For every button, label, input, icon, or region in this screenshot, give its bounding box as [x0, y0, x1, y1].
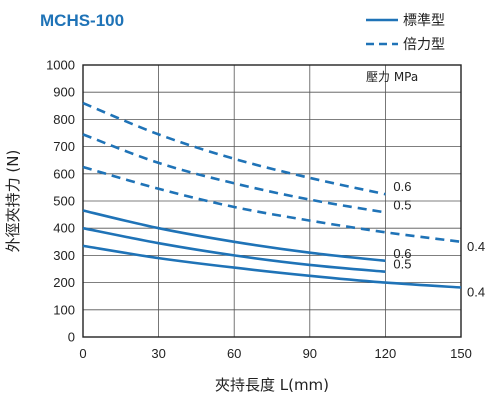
- y-tick-label: 700: [53, 139, 75, 154]
- pressure-unit-label: 壓力 MPa: [366, 70, 418, 84]
- x-tick-label: 0: [79, 346, 86, 361]
- y-axis-label: 外徑夾持力 (N): [4, 150, 22, 253]
- y-tick-label: 900: [53, 85, 75, 100]
- chart-title: MCHS-100: [40, 11, 124, 30]
- x-tick-label: 30: [151, 346, 165, 361]
- x-tick-label: 90: [303, 346, 317, 361]
- series-end-label: 0.5: [393, 257, 411, 272]
- y-tick-label: 400: [53, 221, 75, 236]
- legend-dashed-label: 倍力型: [403, 37, 445, 53]
- y-tick-label: 1000: [46, 58, 75, 73]
- y-tick-label: 300: [53, 248, 75, 263]
- legend-solid-label: 標準型: [403, 13, 445, 29]
- y-axis-ticks: 0 100 200 300 400 500 600 700 800 900 1000: [46, 58, 75, 345]
- y-tick-label: 200: [53, 275, 75, 290]
- x-tick-label: 150: [450, 346, 472, 361]
- x-tick-label: 60: [227, 346, 241, 361]
- y-tick-label: 500: [53, 194, 75, 209]
- x-tick-label: 120: [375, 346, 397, 361]
- y-tick-label: 800: [53, 112, 75, 127]
- y-tick-label: 0: [68, 330, 75, 345]
- y-tick-label: 100: [53, 302, 75, 317]
- series-end-label: 0.4: [467, 239, 485, 254]
- x-axis-label: 夾持長度 L(mm): [215, 376, 329, 394]
- series-end-label: 0.5: [393, 197, 411, 212]
- y-tick-label: 600: [53, 166, 75, 181]
- series-end-label: 0.4: [467, 284, 485, 299]
- legend: 標準型 倍力型: [366, 13, 445, 53]
- series-end-label: 0.6: [393, 179, 411, 194]
- x-axis-ticks: 0 30 60 90 120 150: [79, 346, 471, 361]
